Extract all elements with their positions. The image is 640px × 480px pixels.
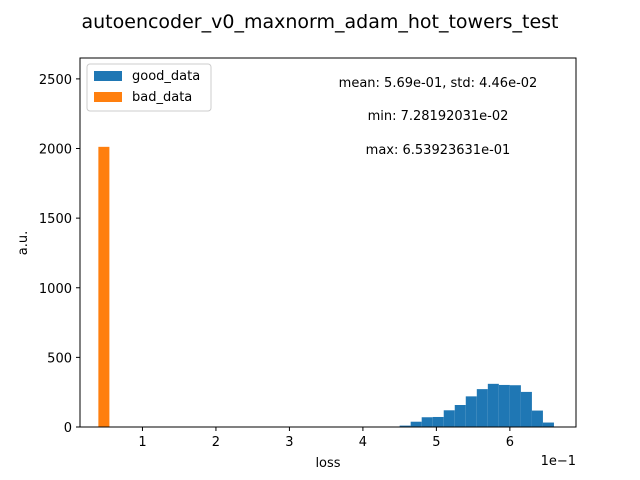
x-tick-label: 4 (359, 435, 367, 450)
x-tick-label: 1 (138, 435, 146, 450)
y-tick-label: 1000 (39, 282, 72, 297)
bar-good-data-7 (465, 396, 477, 427)
y-tick-label: 500 (47, 351, 72, 366)
annotation-mean-std: mean: 5.69e-01, std: 4.46e-02 (339, 76, 538, 91)
bar-good-data-3 (421, 417, 433, 427)
annotation-min: min: 7.28192031e-02 (368, 109, 509, 124)
legend-label-bad-data: bad_data (132, 90, 192, 105)
x-axis-ticks: 1 2 3 4 5 6 (138, 427, 514, 450)
x-tick-label: 6 (506, 435, 514, 450)
x-axis-label: loss (315, 456, 340, 471)
bar-bad-data-0 (98, 146, 110, 427)
y-axis-ticks: 0 500 1000 1500 2000 2500 (39, 73, 80, 436)
plot-frame (79, 57, 577, 428)
bar-good-data-12 (520, 391, 532, 427)
bar-good-data-4 (432, 416, 444, 427)
x-offset-label: 1e−1 (541, 454, 576, 469)
y-tick-label: 2500 (39, 73, 72, 88)
bar-good-data-1 (399, 425, 411, 427)
legend-swatch-good-data (94, 71, 122, 81)
y-axis-label: a.u. (16, 231, 31, 255)
y-tick-label: 2000 (39, 143, 72, 158)
bar-good-data-14 (542, 422, 554, 427)
bar-good-data-10 (498, 384, 510, 427)
legend-label-good-data: good_data (132, 69, 200, 84)
x-tick-label: 2 (212, 435, 220, 450)
x-tick-label: 5 (432, 435, 440, 450)
annotation-max: max: 6.53923631e-01 (366, 143, 511, 158)
legend-swatch-bad-data (94, 92, 122, 102)
stats-annotations: mean: 5.69e-01, std: 4.46e-02 min: 7.281… (339, 76, 538, 158)
bar-good-data-8 (476, 389, 488, 427)
y-tick-label: 1500 (39, 212, 72, 227)
bar-good-data-11 (509, 385, 521, 427)
bar-good-data-2 (410, 421, 422, 427)
legend: good_data bad_data (86, 63, 212, 112)
bars-layer (98, 146, 554, 427)
x-tick-label: 3 (285, 435, 293, 450)
bar-good-data-5 (443, 410, 455, 427)
bar-good-data-6 (454, 404, 466, 427)
chart-title: autoencoder_v0_maxnorm_adam_hot_towers_t… (82, 11, 559, 33)
y-tick-label: 0 (64, 421, 72, 436)
bar-good-data-13 (531, 410, 543, 427)
bar-good-data-9 (487, 383, 499, 427)
